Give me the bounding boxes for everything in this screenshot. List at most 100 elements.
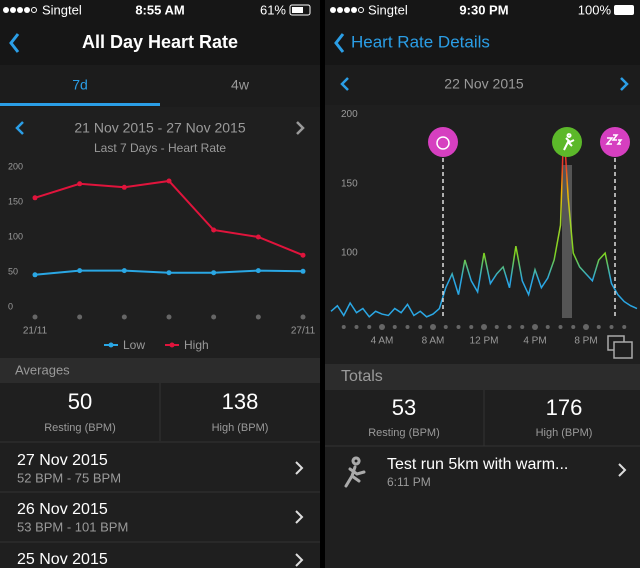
- stat-value: 53: [392, 395, 416, 420]
- signal: [330, 7, 364, 13]
- y-tick-label: 200: [8, 161, 23, 171]
- left-header: [0, 0, 320, 65]
- clock: 9:30 PM: [459, 2, 508, 17]
- point: [255, 234, 261, 240]
- x-tick-label: 4 PM: [523, 336, 546, 347]
- back-button[interactable]: [9, 33, 20, 53]
- chevron: [295, 461, 304, 475]
- point: [77, 181, 83, 187]
- run-glyph: [563, 133, 575, 151]
- prev-button[interactable]: [15, 121, 24, 135]
- battery-icon: [289, 4, 311, 16]
- x-tick-label: 8 AM: [422, 336, 445, 347]
- battery-text: 100%: [578, 2, 612, 17]
- chevron: [618, 463, 627, 477]
- heart-rate-line: [330, 147, 638, 318]
- legend-swatch: [108, 342, 114, 348]
- sleep-icon: [600, 127, 630, 157]
- x-axis-dot: [121, 314, 127, 320]
- carrier: Singtel: [42, 2, 82, 17]
- point: [32, 272, 38, 278]
- expand-icon[interactable]: [607, 335, 633, 359]
- y-tick-label: 150: [341, 178, 358, 189]
- back-button[interactable]: [334, 33, 345, 53]
- x-axis-dot: [392, 325, 397, 329]
- stat-value: 138: [222, 389, 259, 414]
- activity-icon: [344, 456, 366, 488]
- stat-label: Resting (BPM): [44, 422, 116, 434]
- legend-label: Low: [123, 338, 145, 352]
- point: [166, 270, 172, 276]
- point: [300, 268, 306, 274]
- date-range: 21 Nov 2015 - 27 Nov 2015: [74, 120, 245, 136]
- x-axis-dot: [532, 324, 538, 330]
- section-header: [0, 358, 320, 383]
- x-tick-label: 21/11: [23, 326, 48, 337]
- x-tick-label: 27/11: [291, 326, 316, 337]
- activity-band: [562, 165, 572, 318]
- x-axis-dot: [354, 325, 359, 329]
- x-axis-dot: [520, 325, 525, 329]
- day-date[interactable]: 27 Nov 2015: [17, 452, 108, 469]
- y-tick-label: 200: [341, 109, 358, 120]
- signal: [3, 7, 37, 13]
- screen-title: All Day Heart Rate: [82, 32, 238, 52]
- day-range: 52 BPM - 75 BPM: [17, 470, 121, 485]
- tab[interactable]: 7d: [72, 77, 88, 93]
- x-axis-dot: [583, 324, 589, 330]
- date: 22 Nov 2015: [444, 76, 524, 92]
- x-axis-dot: [622, 325, 627, 329]
- carrier: Singtel: [368, 2, 408, 17]
- day-date[interactable]: 25 Nov 2015: [17, 551, 108, 568]
- day-date[interactable]: 26 Nov 2015: [17, 501, 108, 518]
- next-button[interactable]: [620, 77, 629, 91]
- legend-swatch: [169, 342, 175, 348]
- x-axis-dot: [494, 325, 499, 329]
- x-axis-dot: [430, 324, 436, 330]
- prev-button[interactable]: [340, 77, 349, 91]
- point: [32, 195, 38, 201]
- stat-value: 176: [546, 395, 583, 420]
- x-axis-dot: [545, 325, 550, 329]
- x-axis-dot: [341, 325, 346, 329]
- activity-name[interactable]: Test run 5km with warm...: [387, 456, 568, 473]
- x-axis-dot: [443, 325, 448, 329]
- point: [77, 268, 83, 274]
- chevron: [295, 510, 304, 524]
- x-tick-label: 8 PM: [574, 336, 597, 347]
- point: [255, 268, 261, 274]
- sleep-glyph: [605, 134, 623, 145]
- battery-fill: [292, 7, 303, 13]
- clock: 8:55 AM: [135, 2, 184, 17]
- date-bar: [325, 65, 640, 105]
- tab[interactable]: 4w: [231, 77, 250, 93]
- stat-value: 50: [68, 389, 92, 414]
- activity-time: 6:11 PM: [387, 475, 431, 489]
- left-chart: 0 50 100 150 200 21/11 27/11 Low High: [8, 161, 316, 352]
- x-axis-dot: [558, 325, 563, 329]
- x-axis-dot: [166, 314, 172, 320]
- y-tick-label: 0: [8, 301, 13, 311]
- x-axis-dot: [469, 325, 474, 329]
- stat-label: High (BPM): [212, 422, 269, 434]
- point: [166, 178, 172, 184]
- battery-icon: [614, 5, 634, 15]
- tab-bar: [0, 65, 320, 107]
- point: [211, 227, 217, 233]
- event-lines: [442, 158, 616, 318]
- screen-title[interactable]: Heart Rate Details: [351, 32, 490, 51]
- x-axis-dot: [379, 324, 385, 330]
- next-button[interactable]: [296, 121, 305, 135]
- right-header: [325, 0, 640, 65]
- day-range: 53 BPM - 101 BPM: [17, 519, 128, 534]
- x-tick-label: 4 AM: [371, 336, 394, 347]
- alarm-glyph: [436, 136, 450, 150]
- x-axis-dot: [211, 314, 217, 320]
- chevron: [295, 553, 304, 567]
- stat-label: Resting (BPM): [368, 427, 440, 439]
- tab-indicator: [0, 103, 160, 106]
- y-tick-label: 100: [341, 248, 358, 259]
- y-tick-label: 150: [8, 196, 23, 206]
- x-axis-dot: [255, 314, 261, 320]
